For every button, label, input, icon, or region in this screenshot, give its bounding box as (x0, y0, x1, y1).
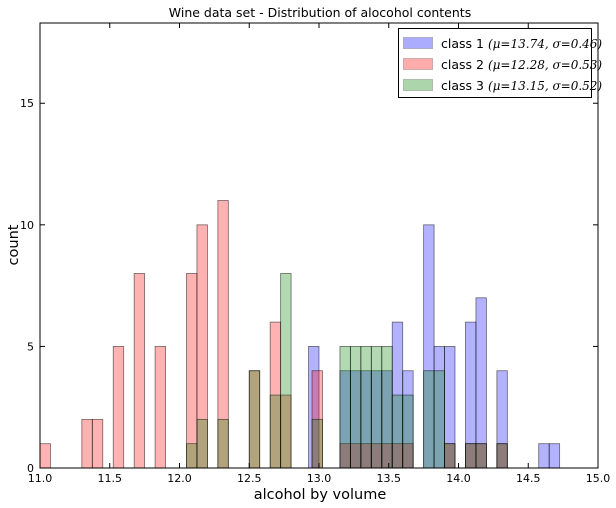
x-tick-label: 13.0 (307, 472, 332, 485)
bar-class-3-15 (433, 370, 445, 469)
bar-class-3-18 (475, 443, 487, 469)
bar-class-3-14 (423, 370, 435, 469)
bar-class-2-3 (112, 346, 125, 469)
bar-class-2-6 (186, 273, 198, 469)
bar-class-2-1 (81, 418, 93, 469)
bar-class-3-1 (196, 418, 208, 469)
bar-class-3-17 (465, 443, 477, 469)
bar-class-3-12 (391, 394, 404, 469)
legend-swatch-class-1 (403, 37, 433, 49)
y-tick-label: 15 (20, 97, 34, 110)
x-tick-label: 14.0 (446, 472, 471, 485)
bar-class-3-16 (444, 443, 456, 469)
legend-stats-class-3: (μ=13.15, σ=0.52) (487, 78, 603, 93)
legend-label-class-3: class 3 (441, 77, 484, 93)
bar-class-3-0 (186, 443, 198, 469)
bar-class-3-9 (360, 346, 372, 469)
bar-class-2-0 (39, 443, 51, 469)
y-tick-label: 0 (27, 462, 34, 475)
bar-class-2-4 (133, 273, 146, 469)
bar-class-3-4 (269, 394, 282, 469)
bar-class-3-13 (402, 394, 414, 469)
legend-item-class-3: class 3 (μ=13.15, σ=0.52) (403, 75, 602, 95)
bar-class-2-5 (154, 346, 166, 469)
bar-class-1-14 (538, 443, 550, 469)
axis-ticks: 11.0 11.5 12.0 12.5 13.0 13.5 14.0 14.5 15.0 0 5 10… (20, 23, 610, 485)
bar-class-3-7 (339, 346, 351, 469)
legend: class 1 (μ=13.74, σ=0.46) class 2 (μ=12.… (398, 28, 602, 98)
legend-label-class-1: class 1 (441, 35, 484, 51)
bar-class-3-3 (248, 370, 261, 469)
legend-swatch-class-3 (403, 79, 433, 91)
x-tick-label: 15.0 (586, 472, 611, 485)
legend-stats-class-2: (μ=12.28, σ=0.53) (487, 57, 603, 72)
x-tick-label: 12.0 (167, 472, 192, 485)
bar-class-3-6 (311, 418, 323, 469)
legend-item-class-1: class 1 (μ=13.74, σ=0.46) (403, 33, 602, 53)
bar-class-3-8 (349, 346, 362, 469)
y-axis-label: count (6, 224, 22, 265)
y-tick-label: 10 (20, 219, 34, 232)
legend-item-class-2: class 2 (μ=12.28, σ=0.53) (403, 54, 602, 74)
x-tick-label: 12.5 (237, 472, 262, 485)
legend-label-class-2: class 2 (441, 56, 484, 72)
x-tick-label: 14.5 (516, 472, 541, 485)
bar-class-2-2 (91, 418, 104, 469)
x-axis-label: alcohol by volume (254, 487, 387, 503)
bar-class-3-11 (381, 346, 393, 469)
bar-class-3-2 (217, 418, 229, 469)
histogram-bars (39, 200, 561, 469)
legend-swatch-class-2 (403, 58, 433, 70)
x-tick-label: 11.0 (28, 472, 53, 485)
legend-stats-class-1: (μ=13.74, σ=0.46) (487, 36, 603, 51)
x-tick-label: 11.5 (98, 472, 123, 485)
chart-title: Wine data set - Distribution of alocohol… (169, 5, 471, 20)
bar-class-3-19 (496, 443, 508, 469)
bar-class-1-15 (548, 443, 561, 469)
x-tick-label: 13.5 (377, 472, 402, 485)
bar-class-3-10 (370, 346, 383, 469)
y-tick-label: 5 (27, 340, 34, 353)
bar-class-3-5 (280, 273, 292, 469)
bar-class-1-12 (475, 297, 487, 469)
